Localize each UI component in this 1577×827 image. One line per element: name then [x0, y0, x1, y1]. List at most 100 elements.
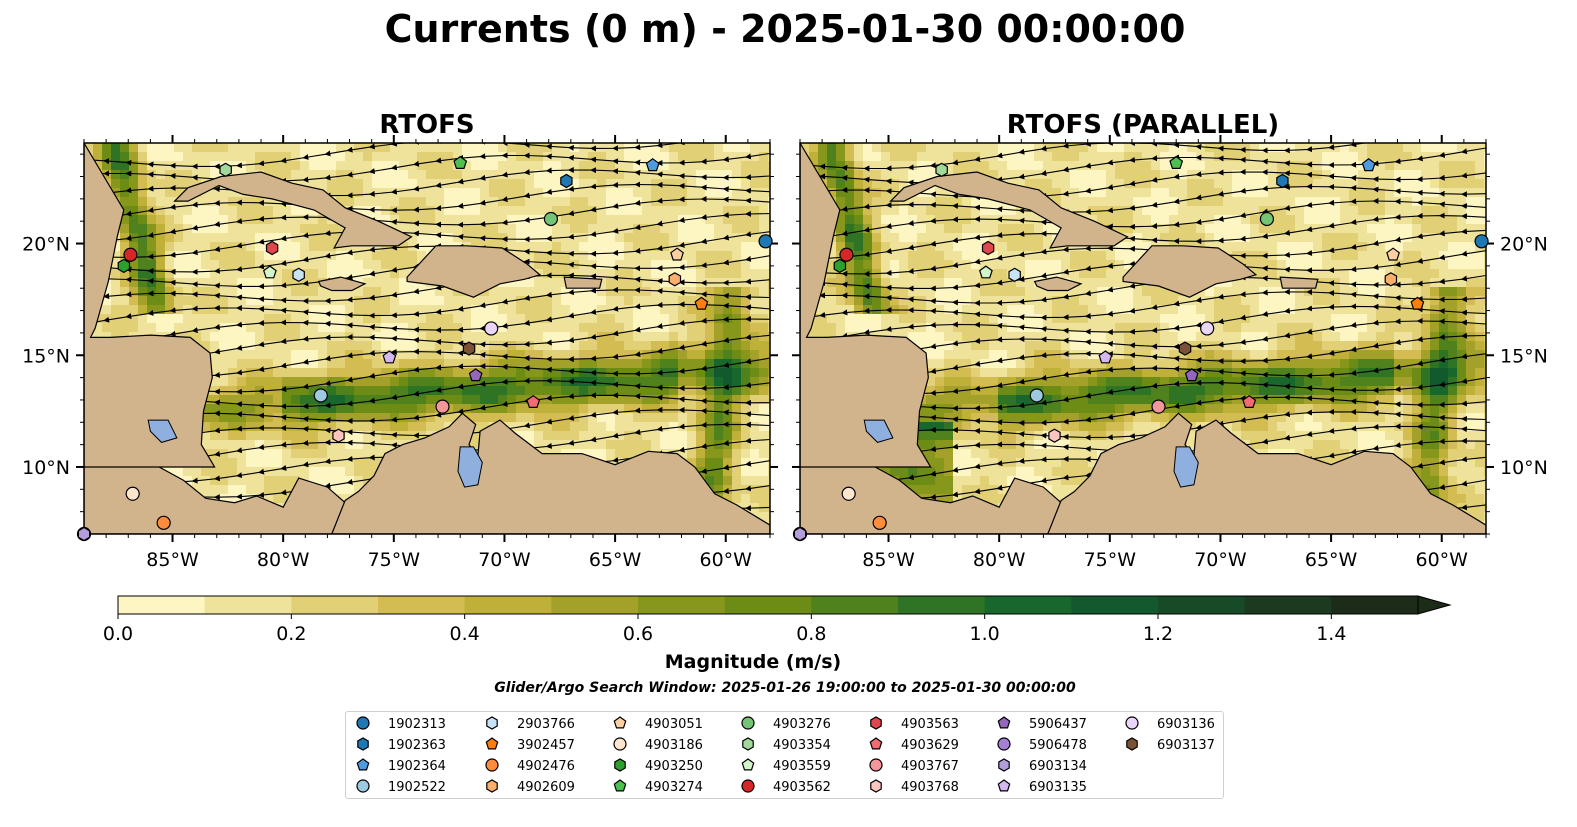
colorbar-segment	[1244, 596, 1332, 614]
colorbar-segment	[1071, 596, 1159, 614]
float-marker-1902313	[1474, 234, 1489, 249]
float-marker-4903274	[453, 155, 468, 169]
float-marker-4903629	[526, 394, 541, 408]
colorbar-tick-label: 0.2	[276, 623, 306, 645]
colorbar-segment	[204, 596, 292, 614]
float-marker-4903768	[332, 428, 345, 443]
figure-title: Currents (0 m) - 2025-01-30 00:00:00	[385, 7, 1186, 51]
land	[800, 143, 1486, 534]
map-frame	[799, 142, 1487, 535]
float-marker-4903354	[935, 162, 948, 177]
lat-tick-label: 10°N	[22, 457, 70, 479]
float-marker-4903051	[1386, 247, 1400, 261]
float-marker-4903186	[841, 486, 856, 501]
lat-tick-label: 15°N	[22, 345, 70, 367]
lat-tick-label: 15°N	[1500, 345, 1548, 367]
float-marker-6903136	[484, 321, 499, 336]
colorbar-segment	[898, 596, 986, 614]
lon-tick-label: 80°W	[973, 549, 1026, 571]
land-cuba	[889, 171, 1129, 249]
float-marker-4903051	[670, 247, 684, 261]
colorbar-tick-label: 1.0	[970, 623, 1000, 645]
float-marker-4903559	[978, 265, 993, 279]
float-markers	[76, 155, 773, 542]
colorbar-segment	[1158, 596, 1246, 614]
float-marker-6903135	[382, 350, 397, 364]
map-frame	[83, 142, 771, 535]
colorbar-segment	[464, 596, 552, 614]
colorbar-tick-label: 1.4	[1316, 623, 1346, 645]
colorbar-tick-label: 0.8	[796, 623, 826, 645]
land-jamaica	[1033, 276, 1083, 292]
panel-title-rtofs: RTOFS	[379, 110, 474, 140]
colorbar-tick-label: 0.0	[103, 623, 133, 645]
float-marker-1902522	[1029, 388, 1044, 403]
float-marker-4902476	[156, 515, 171, 530]
lon-tick-label: 60°W	[1416, 549, 1469, 571]
float-marker-5906437	[1184, 368, 1199, 382]
float-marker-2903766	[292, 267, 305, 282]
lon-tick-label: 75°W	[368, 549, 421, 571]
lon-tick-label: 70°W	[1194, 549, 1247, 571]
float-legend	[345, 711, 1224, 799]
float-marker-4903767	[1151, 399, 1166, 414]
float-marker-4903250	[833, 258, 847, 274]
land	[84, 143, 770, 534]
land-puertoRico	[563, 276, 603, 289]
lat-tick-label: 20°N	[1500, 234, 1548, 256]
float-marker-4903354	[219, 162, 232, 177]
float-marker-4903767	[435, 399, 450, 414]
float-markers	[792, 155, 1489, 542]
land-southAmerica	[331, 412, 770, 534]
float-marker-4903563	[265, 240, 279, 256]
colorbar-segment	[724, 596, 812, 614]
axis-ticks: 85°W 80°W 75°W 70°W 65°W 60°W 10°N 15°N 20°N	[22, 135, 778, 571]
lon-tick-label: 80°W	[257, 549, 310, 571]
lon-tick-label: 65°W	[1305, 549, 1358, 571]
land-yucatanEast	[800, 143, 932, 468]
lon-tick-label: 75°W	[1084, 549, 1137, 571]
lon-tick-label: 85°W	[146, 549, 199, 571]
float-marker-4903274	[1169, 155, 1184, 169]
float-marker-4903563	[981, 240, 995, 256]
float-marker-4903768	[1048, 428, 1061, 443]
colorbar: 0.0 0.2 0.4 0.6 0.8 1.0 1.2 1.4	[103, 595, 1452, 645]
float-marker-6903134	[77, 526, 91, 542]
axis-ticks: 85°W 80°W 75°W 70°W 65°W 60°W 10°N 15°N 20°N	[792, 135, 1548, 571]
map-panel-rtofs: 85°W 80°W 75°W 70°W 65°W 60°W 10°N 15°N 20°N	[22, 135, 778, 571]
colorbar-extend-arrow	[1417, 595, 1452, 615]
colorbar-segment	[378, 596, 466, 614]
lake-maracaibo	[1173, 446, 1199, 488]
colorbar-segment	[811, 596, 899, 614]
float-marker-4902609	[668, 272, 682, 287]
float-marker-3902457	[694, 296, 709, 310]
colorbar-segment	[984, 596, 1072, 614]
colorbar-segment	[291, 596, 379, 614]
float-marker-6903134	[793, 526, 807, 542]
float-marker-5906437	[468, 368, 483, 382]
panel-title-rtofs-parallel: RTOFS (PARALLEL)	[1007, 110, 1279, 140]
float-marker-6903137	[1178, 341, 1192, 356]
colorbar-tick-label: 1.2	[1143, 623, 1173, 645]
float-marker-4903629	[1242, 394, 1257, 408]
lon-tick-label: 85°W	[862, 549, 915, 571]
float-marker-4903559	[262, 265, 277, 279]
lon-tick-label: 70°W	[478, 549, 531, 571]
float-marker-1902364	[645, 158, 660, 172]
float-marker-3902457	[1410, 296, 1425, 310]
float-marker-6903135	[1098, 350, 1113, 364]
land-cuba	[173, 171, 413, 249]
colorbar-frame	[117, 595, 1419, 615]
lake-lakeNic	[863, 419, 894, 443]
lon-tick-label: 65°W	[589, 549, 642, 571]
colorbar-segment	[638, 596, 726, 614]
land-puertoRico	[1279, 276, 1319, 289]
float-marker-1902522	[313, 388, 328, 403]
land-hispaniola	[1122, 245, 1258, 298]
lake-lakeNic	[147, 419, 178, 443]
colorbar-segment	[551, 596, 639, 614]
float-marker-4903276	[1259, 211, 1275, 227]
map-panel-rtofs-parallel: 85°W 80°W 75°W 70°W 65°W 60°W 10°N 15°N 20°N	[792, 135, 1548, 571]
colorbar-segment	[118, 596, 206, 614]
